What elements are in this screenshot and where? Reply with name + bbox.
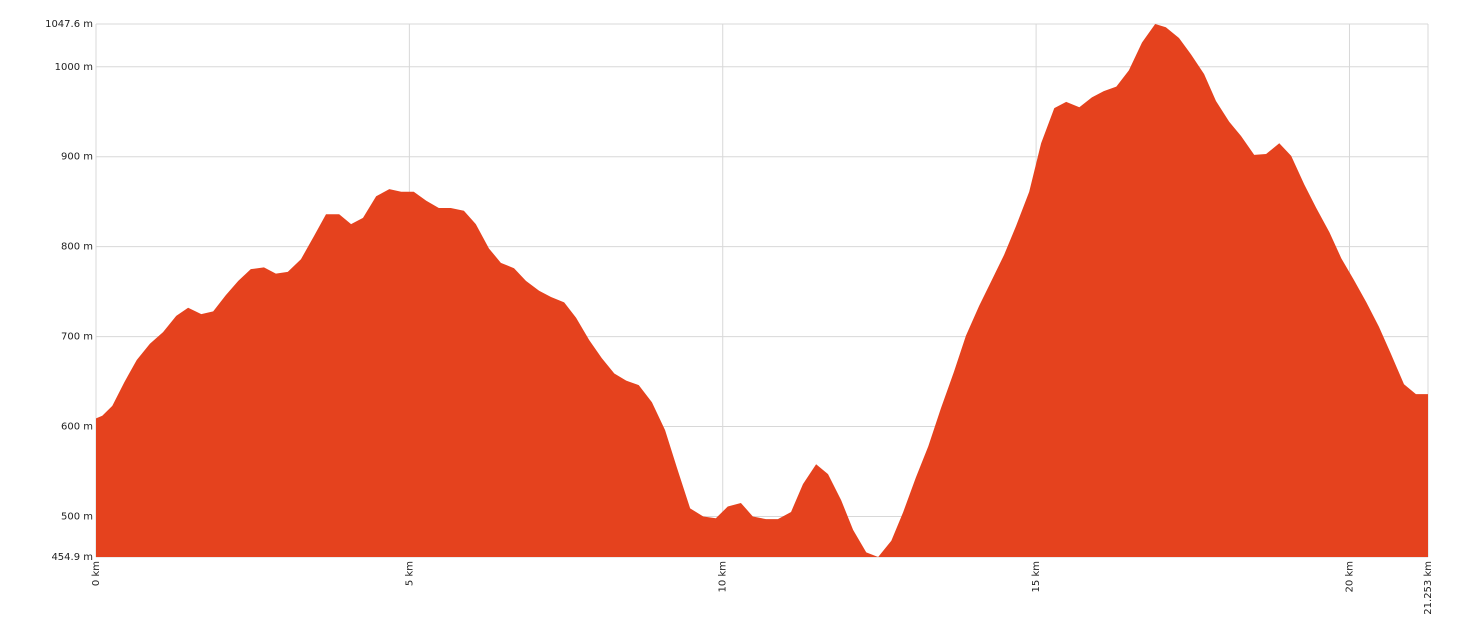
y-tick-label: 1047.6 m (45, 19, 93, 30)
y-tick-label: 1000 m (55, 62, 93, 73)
y-tick-label: 900 m (61, 152, 93, 163)
x-tick-label: 21.253 km (1423, 561, 1434, 615)
y-tick-label: 800 m (61, 242, 93, 253)
x-tick-label: 0 km (91, 561, 102, 586)
y-tick-label: 454.9 m (51, 552, 93, 563)
x-tick-label: 15 km (1031, 561, 1042, 592)
elevation-area (96, 24, 1428, 557)
x-tick-label: 20 km (1344, 561, 1355, 592)
y-tick-label: 500 m (61, 511, 93, 522)
y-tick-label: 700 m (61, 332, 93, 343)
y-tick-label: 600 m (61, 422, 93, 433)
x-tick-label: 10 km (718, 561, 729, 592)
x-tick-label: 5 km (404, 561, 415, 586)
